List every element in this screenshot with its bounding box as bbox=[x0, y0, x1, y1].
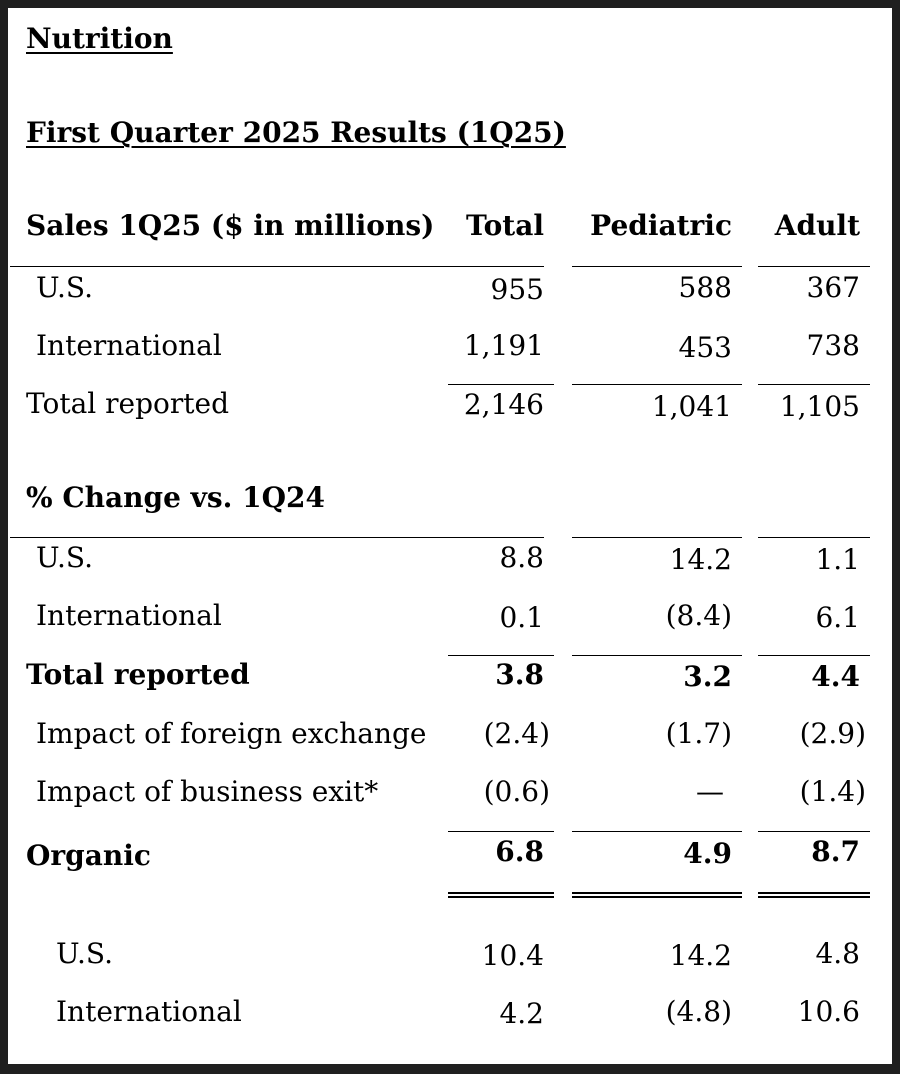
change-rule-adult bbox=[758, 537, 870, 538]
subtotal-rule-pediatric bbox=[572, 655, 742, 656]
organic-row-adult: 4.8 bbox=[815, 937, 860, 970]
sales-row-pediatric: 453 bbox=[678, 331, 732, 364]
organic-row-total: 4.2 bbox=[499, 997, 544, 1030]
organic-row-total: 10.4 bbox=[481, 939, 544, 972]
change-row-label: Impact of business exit* bbox=[36, 775, 379, 808]
change-section-header: % Change vs. 1Q24 bbox=[26, 481, 326, 514]
double-rule-total bbox=[448, 892, 554, 898]
subtotal-rule-total bbox=[448, 384, 554, 385]
change-row-pediatric: 14.2 bbox=[669, 543, 732, 576]
sales-row-label: International bbox=[36, 329, 222, 362]
sales-section-header: Sales 1Q25 ($ in millions) bbox=[26, 209, 435, 242]
col-header-total: Total bbox=[465, 209, 544, 242]
col-header-adult: Adult bbox=[774, 209, 860, 242]
change-row-label: International bbox=[36, 599, 222, 632]
header-rule-adult bbox=[758, 266, 870, 267]
change-row-label: U.S. bbox=[36, 541, 94, 574]
change-row-adult: 1.1 bbox=[815, 543, 860, 576]
sales-row-label: Total reported bbox=[26, 387, 230, 420]
double-rule-adult bbox=[758, 892, 870, 898]
sales-row-adult: 738 bbox=[806, 329, 860, 362]
change-row-total: 8.8 bbox=[499, 541, 544, 574]
organic-row-pediatric: (4.8) bbox=[665, 995, 732, 1028]
change-row-total: (2.4) bbox=[483, 717, 550, 750]
nutrition-results-document: Nutrition First Quarter 2025 Results (1Q… bbox=[8, 8, 892, 1064]
subtotal-rule-pediatric bbox=[572, 831, 742, 832]
organic-row-adult: 10.6 bbox=[797, 995, 860, 1028]
sales-row-pediatric: 1,041 bbox=[651, 390, 732, 423]
sales-row-adult: 367 bbox=[806, 271, 860, 304]
segment-title: Nutrition bbox=[26, 22, 173, 55]
change-row-adult: 8.7 bbox=[811, 835, 860, 868]
sales-row-adult: 1,105 bbox=[779, 390, 860, 423]
subtotal-rule-total bbox=[448, 655, 554, 656]
subtotal-rule-adult bbox=[758, 655, 870, 656]
sales-row-total: 2,146 bbox=[463, 388, 544, 421]
change-row-label: Total reported bbox=[26, 658, 250, 691]
change-rule-pediatric bbox=[572, 537, 742, 538]
header-rule-pediatric bbox=[572, 266, 742, 267]
organic-row-label: U.S. bbox=[56, 937, 114, 970]
change-row-pediatric: 4.9 bbox=[683, 837, 732, 870]
organic-row-pediatric: 14.2 bbox=[669, 939, 732, 972]
subtotal-rule-adult bbox=[758, 831, 870, 832]
change-row-pediatric: (8.4) bbox=[665, 599, 732, 632]
change-row-pediatric: — bbox=[696, 775, 724, 808]
change-row-total: 0.1 bbox=[499, 601, 544, 634]
change-row-adult: 4.4 bbox=[811, 660, 860, 693]
results-title: First Quarter 2025 Results (1Q25) bbox=[26, 116, 566, 149]
double-rule-pediatric bbox=[572, 892, 742, 898]
subtotal-rule-total bbox=[448, 831, 554, 832]
organic-row-label: International bbox=[56, 995, 242, 1028]
sales-row-total: 955 bbox=[490, 273, 544, 306]
change-rule-left bbox=[10, 537, 544, 538]
sales-row-pediatric: 588 bbox=[678, 271, 732, 304]
sales-row-label: U.S. bbox=[36, 271, 94, 304]
change-row-label: Organic bbox=[26, 839, 151, 872]
sales-row-total: 1,191 bbox=[463, 329, 544, 362]
change-row-pediatric: (1.7) bbox=[665, 717, 732, 750]
change-row-pediatric: 3.2 bbox=[683, 660, 732, 693]
subtotal-rule-adult bbox=[758, 384, 870, 385]
change-row-total: (0.6) bbox=[483, 775, 550, 808]
col-header-pediatric: Pediatric bbox=[590, 209, 732, 242]
change-row-total: 6.8 bbox=[495, 835, 544, 868]
change-row-adult: (1.4) bbox=[799, 775, 866, 808]
subtotal-rule-pediatric bbox=[572, 384, 742, 385]
change-row-adult: 6.1 bbox=[815, 601, 860, 634]
change-row-adult: (2.9) bbox=[799, 717, 866, 750]
change-row-total: 3.8 bbox=[495, 658, 544, 691]
change-row-label: Impact of foreign exchange bbox=[36, 717, 427, 750]
header-rule-left bbox=[10, 266, 544, 267]
